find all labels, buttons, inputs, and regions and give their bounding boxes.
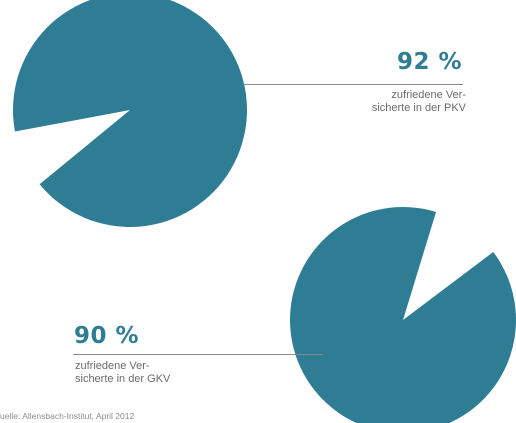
pkv-caption-line-1: zufriedene Ver-: [391, 89, 466, 101]
pkv-caption: zufriedene Ver- sicherte in der PKV: [372, 89, 466, 115]
pkv-caption-line-2: sicherte in der PKV: [371, 102, 466, 114]
pie-slice-gkv-satisfied: [290, 207, 516, 423]
pkv-percent-label: 92 %: [396, 49, 462, 75]
pie-slice-pkv-satisfied: [13, 0, 247, 227]
gkv-caption: zufriedene Ver- sicherte in der GKV: [75, 360, 170, 386]
source-note: uelle: Allensbach-Institut, April 2012: [0, 411, 135, 421]
leader-line-pkv: [243, 84, 463, 85]
gkv-percent-label: 90 %: [74, 323, 140, 349]
gkv-caption-line-2: sicherte in der GKV: [75, 373, 171, 385]
leader-line-gkv: [73, 354, 323, 355]
gkv-caption-line-1: zufriedene Ver-: [75, 360, 150, 372]
pie-chart-gkv: [290, 207, 516, 423]
pie-chart-pkv: [13, 0, 247, 227]
